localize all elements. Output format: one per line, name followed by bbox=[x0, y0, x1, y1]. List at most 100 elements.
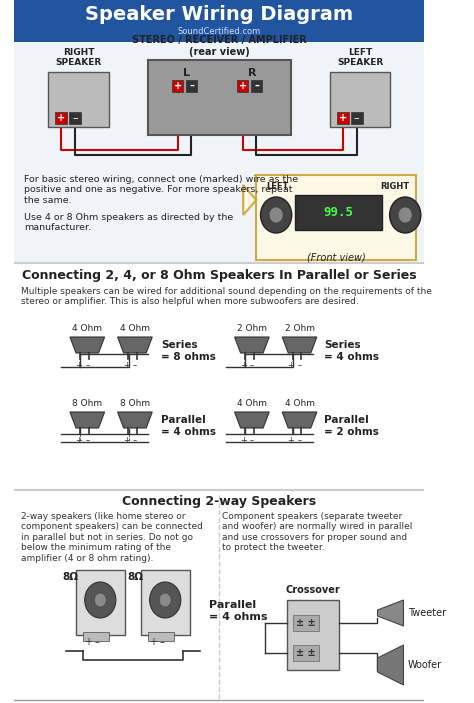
Text: +: + bbox=[75, 436, 82, 445]
Polygon shape bbox=[377, 600, 403, 626]
Polygon shape bbox=[235, 412, 269, 428]
Text: Connecting 2, 4, or 8 Ohm Speakers In Parallel or Series: Connecting 2, 4, or 8 Ohm Speakers In Pa… bbox=[22, 269, 416, 281]
Text: –: – bbox=[73, 113, 78, 123]
Text: –: – bbox=[297, 436, 301, 445]
Polygon shape bbox=[282, 412, 317, 428]
FancyBboxPatch shape bbox=[14, 42, 424, 277]
Text: R: R bbox=[247, 68, 256, 78]
Text: Parallel
= 4 ohms: Parallel = 4 ohms bbox=[161, 415, 216, 437]
Text: +: + bbox=[240, 361, 246, 370]
Polygon shape bbox=[118, 337, 152, 353]
Circle shape bbox=[159, 593, 171, 607]
Text: RIGHT
SPEAKER: RIGHT SPEAKER bbox=[55, 48, 102, 67]
Text: +: + bbox=[287, 436, 294, 445]
Text: 4 Ohm: 4 Ohm bbox=[237, 399, 267, 408]
Text: –: – bbox=[133, 436, 137, 445]
Text: For basic stereo wiring, connect one (marked) wire as the
positive and one as ne: For basic stereo wiring, connect one (ma… bbox=[24, 175, 298, 205]
Text: Series
= 8 ohms: Series = 8 ohms bbox=[161, 340, 216, 361]
Text: ± ±: ± ± bbox=[296, 618, 315, 628]
Text: 2 Ohm: 2 Ohm bbox=[237, 324, 267, 333]
Circle shape bbox=[398, 207, 412, 223]
Text: 99.5: 99.5 bbox=[324, 207, 354, 219]
FancyBboxPatch shape bbox=[76, 570, 125, 635]
Text: +: + bbox=[75, 361, 82, 370]
Text: –: – bbox=[354, 113, 359, 123]
Text: Crossover: Crossover bbox=[285, 585, 340, 595]
Text: 4 Ohm: 4 Ohm bbox=[284, 399, 315, 408]
FancyBboxPatch shape bbox=[292, 645, 319, 661]
Text: –: – bbox=[250, 436, 254, 445]
FancyBboxPatch shape bbox=[251, 80, 262, 92]
Text: 4 Ohm: 4 Ohm bbox=[120, 324, 150, 333]
Text: –: – bbox=[250, 361, 254, 370]
FancyBboxPatch shape bbox=[351, 112, 363, 124]
Text: Speaker Wiring Diagram: Speaker Wiring Diagram bbox=[85, 6, 353, 25]
Polygon shape bbox=[70, 412, 105, 428]
Text: Connecting 2-way Speakers: Connecting 2-way Speakers bbox=[122, 496, 316, 508]
Circle shape bbox=[150, 582, 181, 618]
FancyBboxPatch shape bbox=[337, 112, 349, 124]
Text: RIGHT: RIGHT bbox=[380, 182, 410, 191]
Text: –: – bbox=[94, 637, 99, 647]
Circle shape bbox=[261, 197, 292, 233]
FancyBboxPatch shape bbox=[48, 72, 109, 127]
FancyBboxPatch shape bbox=[330, 72, 391, 127]
Text: Series
= 4 ohms: Series = 4 ohms bbox=[324, 340, 379, 361]
FancyBboxPatch shape bbox=[172, 80, 183, 92]
FancyBboxPatch shape bbox=[14, 490, 424, 703]
Text: 4 Ohm: 4 Ohm bbox=[72, 324, 102, 333]
FancyBboxPatch shape bbox=[186, 80, 197, 92]
FancyBboxPatch shape bbox=[14, 263, 424, 493]
Text: 8 Ohm: 8 Ohm bbox=[120, 399, 150, 408]
Polygon shape bbox=[235, 337, 269, 353]
Text: Use 4 or 8 Ohm speakers as directed by the
manufacturer.: Use 4 or 8 Ohm speakers as directed by t… bbox=[24, 213, 233, 233]
Text: –: – bbox=[297, 361, 301, 370]
Text: ± ±: ± ± bbox=[296, 648, 315, 658]
Text: –: – bbox=[133, 361, 137, 370]
Circle shape bbox=[94, 593, 106, 607]
Text: STEREO / RECEIVER / AMPLIFIER
(rear view): STEREO / RECEIVER / AMPLIFIER (rear view… bbox=[132, 35, 306, 57]
FancyBboxPatch shape bbox=[295, 195, 382, 230]
Polygon shape bbox=[377, 645, 403, 685]
Text: Component speakers (separate tweeter
and woofer) are normally wired in parallel
: Component speakers (separate tweeter and… bbox=[221, 512, 412, 552]
Circle shape bbox=[269, 207, 283, 223]
Polygon shape bbox=[243, 185, 256, 215]
Text: +: + bbox=[84, 637, 92, 647]
FancyBboxPatch shape bbox=[292, 615, 319, 631]
Text: –: – bbox=[85, 436, 90, 445]
Circle shape bbox=[85, 582, 116, 618]
Text: Multiple speakers can be wired for additional sound depending on the requirement: Multiple speakers can be wired for addit… bbox=[20, 287, 431, 307]
FancyBboxPatch shape bbox=[148, 60, 291, 135]
Text: +: + bbox=[57, 113, 65, 123]
Text: (Front view): (Front view) bbox=[307, 252, 365, 262]
Text: +: + bbox=[240, 436, 246, 445]
Text: +: + bbox=[239, 81, 247, 91]
Text: –: – bbox=[159, 637, 164, 647]
Text: Tweeter: Tweeter bbox=[408, 608, 446, 618]
Circle shape bbox=[390, 197, 421, 233]
Text: 8Ω: 8Ω bbox=[127, 572, 143, 582]
Text: SoundCertified.com: SoundCertified.com bbox=[177, 27, 261, 35]
Text: Parallel
= 2 ohms: Parallel = 2 ohms bbox=[324, 415, 379, 437]
Text: 2-way speakers (like home stereo or
component speakers) can be connected
in para: 2-way speakers (like home stereo or comp… bbox=[20, 512, 202, 562]
FancyBboxPatch shape bbox=[256, 175, 417, 260]
FancyBboxPatch shape bbox=[55, 112, 67, 124]
Polygon shape bbox=[282, 337, 317, 353]
Text: LEFT: LEFT bbox=[267, 182, 289, 191]
Text: +: + bbox=[123, 361, 130, 370]
Text: 8Ω: 8Ω bbox=[62, 572, 78, 582]
FancyBboxPatch shape bbox=[83, 632, 109, 641]
Text: +: + bbox=[123, 436, 130, 445]
Text: L: L bbox=[183, 68, 191, 78]
Text: –: – bbox=[254, 81, 259, 91]
Text: Woofer: Woofer bbox=[408, 660, 442, 670]
Text: +: + bbox=[174, 81, 182, 91]
Text: –: – bbox=[189, 81, 194, 91]
Polygon shape bbox=[70, 337, 105, 353]
FancyBboxPatch shape bbox=[69, 112, 81, 124]
FancyBboxPatch shape bbox=[286, 600, 338, 670]
FancyBboxPatch shape bbox=[148, 632, 174, 641]
FancyBboxPatch shape bbox=[14, 0, 424, 42]
FancyBboxPatch shape bbox=[141, 570, 190, 635]
Text: +: + bbox=[287, 361, 294, 370]
